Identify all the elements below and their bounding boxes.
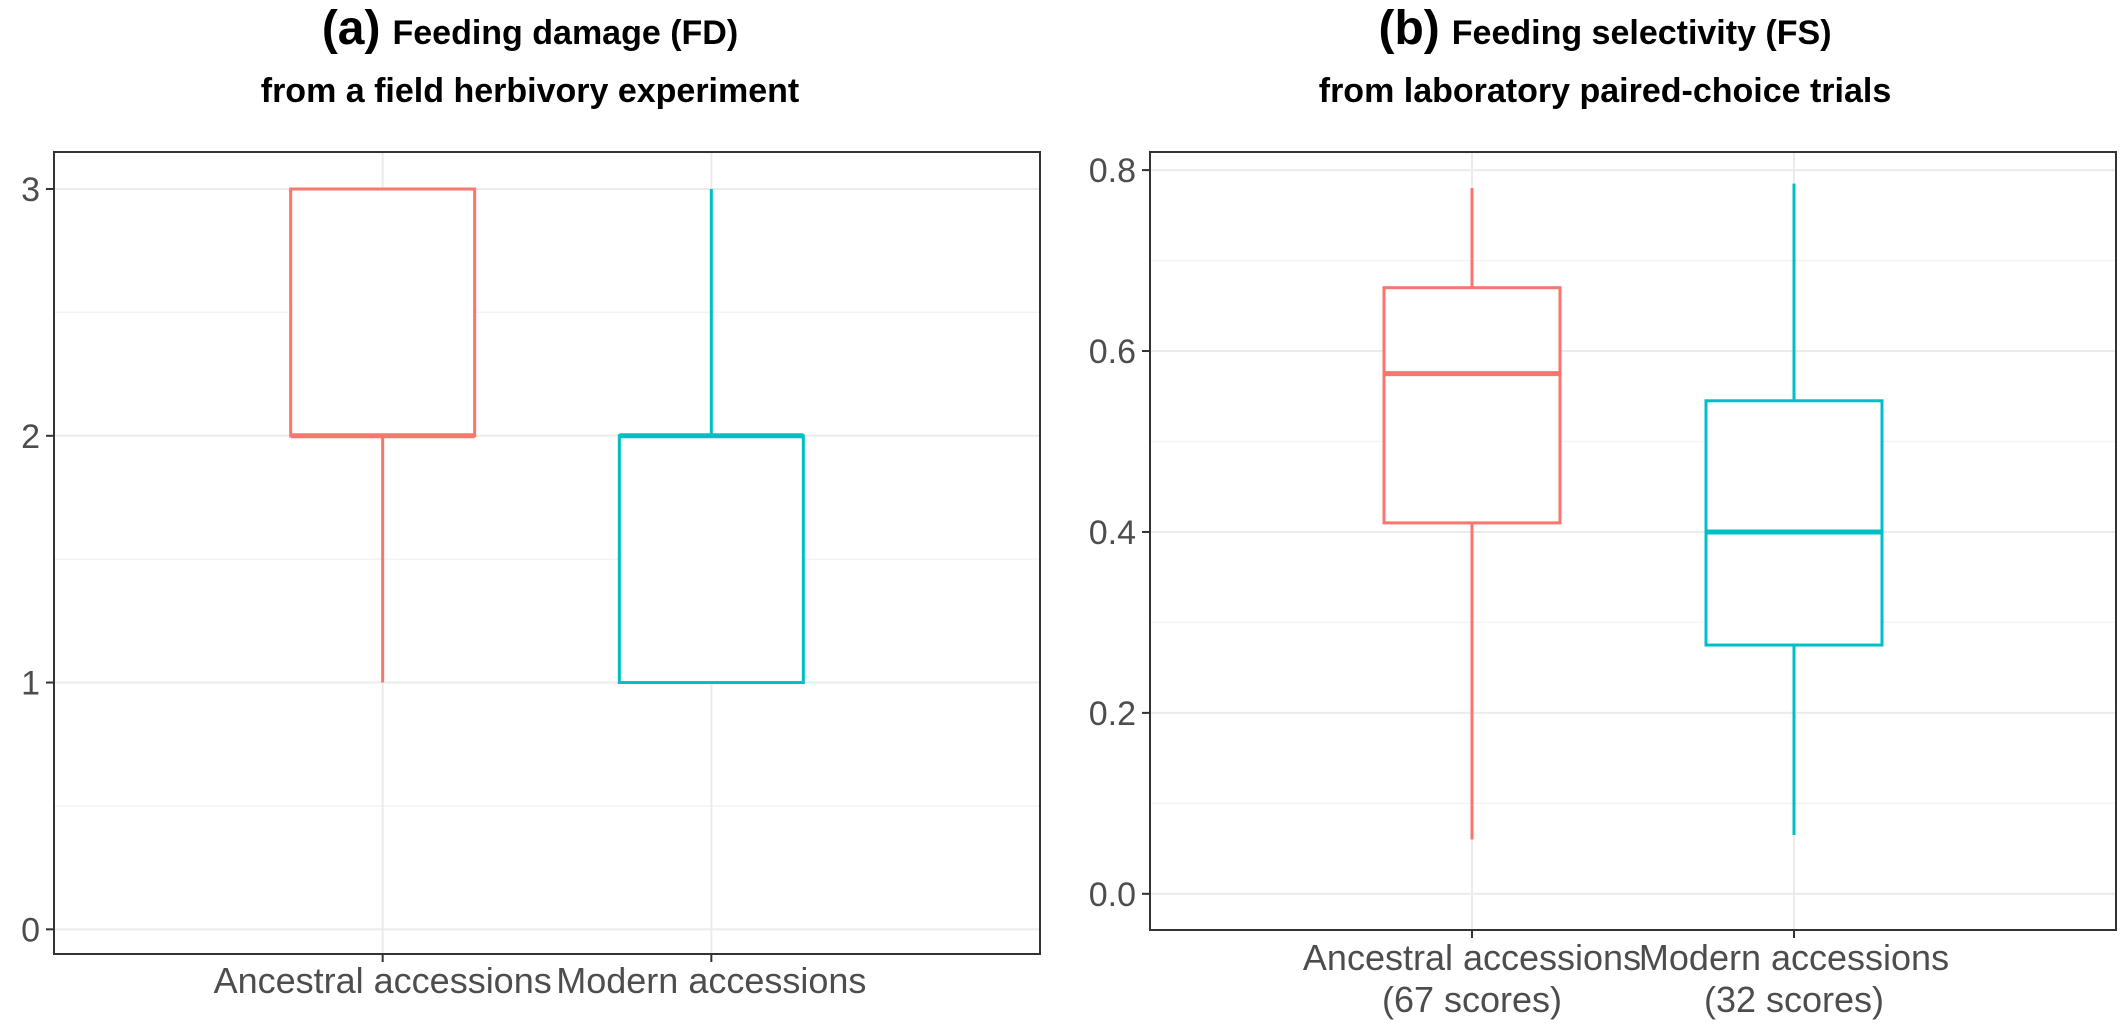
panel-a-y-tick-label: 2 [21, 418, 40, 456]
panel-b-y-tick-label: 0.2 [1089, 695, 1136, 733]
panel-b-title-main: Feeding selectivity (FS) [1452, 14, 1832, 52]
panel-b-y-tick-label: 0.0 [1089, 876, 1136, 914]
panel-b-title-line1: (b) Feeding selectivity (FS) [1378, 2, 1831, 55]
panel-b-title-line2: from laboratory paired-choice trials [1319, 72, 1892, 110]
panel-b-x-category-sublabel: (32 scores) [1704, 979, 1884, 1020]
panel-a-y-tick-label: 0 [21, 911, 40, 949]
panel-a-x-category-label: Ancestral accessions [214, 960, 552, 1001]
panel-b-y-tick-label: 0.4 [1089, 514, 1136, 552]
panel-b-x-category-sublabel: (67 scores) [1382, 979, 1562, 1020]
iqr-box [617, 434, 805, 685]
iqr-box [289, 187, 477, 438]
panel-a-frame [53, 151, 1041, 955]
panel-b-frame [1149, 151, 2117, 931]
panel-b-box-modern [1704, 183, 1884, 836]
iqr-box [1382, 286, 1562, 525]
panel-b-plot: 0.0 0.2 0.4 0.6 0.8 Ancestral accessions(67 s… [1089, 151, 2117, 1020]
panel-a-title-line1: (a) Feeding damage (FD) [322, 2, 738, 55]
panel-a-letter: (a) [322, 2, 381, 55]
panel-b-box-ancestral [1382, 188, 1562, 840]
panel-b-x-category-label: Ancestral accessions [1303, 937, 1641, 978]
panel-a-title-main: Feeding damage (FD) [392, 14, 738, 52]
panel-b-y-tick-label: 0.8 [1089, 152, 1136, 190]
panel-a-y-tick-label: 1 [21, 665, 40, 703]
panel-a-x-category-label: Modern accessions [556, 960, 866, 1001]
panel-a-plot: 0 1 2 3 Ancestral accessions Modern accession… [21, 151, 1041, 1001]
panel-a-title-line2: from a field herbivory experiment [261, 72, 800, 110]
panel-a-box-ancestral [289, 187, 477, 683]
panel-a-y-tick-label: 3 [21, 171, 40, 209]
panel-b-letter: (b) [1378, 2, 1439, 55]
panel-a-box-modern [617, 189, 805, 685]
panel-b-y-tick-label: 0.6 [1089, 333, 1136, 371]
panel-b-x-category-label: Modern accessions [1639, 937, 1949, 978]
iqr-box [1704, 399, 1884, 647]
